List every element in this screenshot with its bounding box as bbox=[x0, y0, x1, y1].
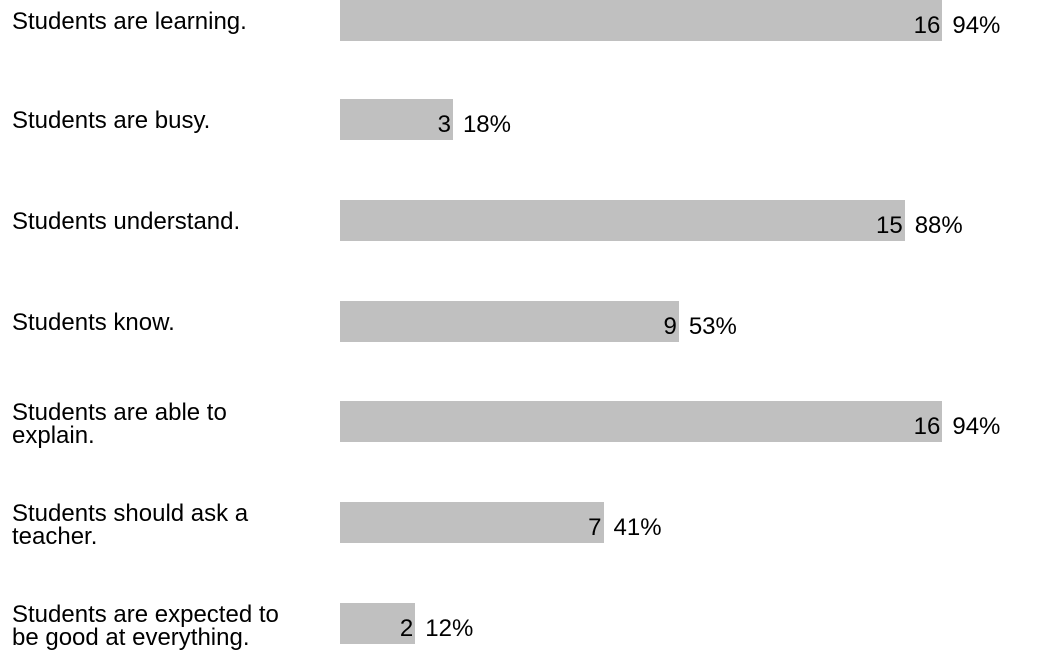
bar-row: Students are able to explain. 16 94% bbox=[0, 399, 1050, 449]
category-label: Students understand. bbox=[12, 208, 241, 235]
bar bbox=[340, 502, 604, 543]
bar-value-label: 16 bbox=[913, 413, 941, 440]
bar-row: Students are busy. 3 18% bbox=[0, 99, 1050, 143]
bar-percent-label: 12% bbox=[425, 615, 474, 642]
category-label: Students are busy. bbox=[12, 107, 211, 134]
category-label: Students know. bbox=[12, 309, 175, 336]
bar bbox=[340, 301, 679, 342]
bar bbox=[340, 0, 943, 41]
bar-row: Students understand. 15 88% bbox=[0, 200, 1050, 244]
bar bbox=[340, 99, 453, 140]
bar-row: Students should ask a teacher. 7 41% bbox=[0, 500, 1050, 550]
bar bbox=[340, 603, 416, 644]
category-label: Students are learning. bbox=[12, 8, 247, 35]
bar bbox=[340, 200, 905, 241]
bar-row: Students know. 9 53% bbox=[0, 301, 1050, 345]
bar-percent-label: 53% bbox=[688, 313, 737, 340]
bar-percent-label: 18% bbox=[462, 111, 511, 138]
bar-value-label: 7 bbox=[588, 514, 602, 541]
bar-row: Students are expected to be good at ever… bbox=[0, 601, 1050, 651]
category-label: Students are expected to be good at ever… bbox=[12, 601, 279, 651]
category-label: Students are able to explain. bbox=[12, 399, 227, 449]
bar-percent-label: 88% bbox=[914, 212, 963, 239]
bar-value-label: 16 bbox=[913, 12, 941, 39]
bar-value-label: 2 bbox=[399, 615, 414, 642]
bar bbox=[340, 401, 943, 442]
bar-value-label: 9 bbox=[663, 313, 677, 340]
bar-percent-label: 94% bbox=[952, 413, 1001, 440]
bar-percent-label: 41% bbox=[613, 514, 662, 541]
bar-value-label: 15 bbox=[876, 212, 903, 239]
bar-value-label: 3 bbox=[437, 111, 451, 138]
bar-row: Students are learning. 16 94% bbox=[0, 0, 1050, 44]
bar-percent-label: 94% bbox=[952, 12, 1001, 39]
category-label: Students should ask a teacher. bbox=[12, 500, 249, 550]
